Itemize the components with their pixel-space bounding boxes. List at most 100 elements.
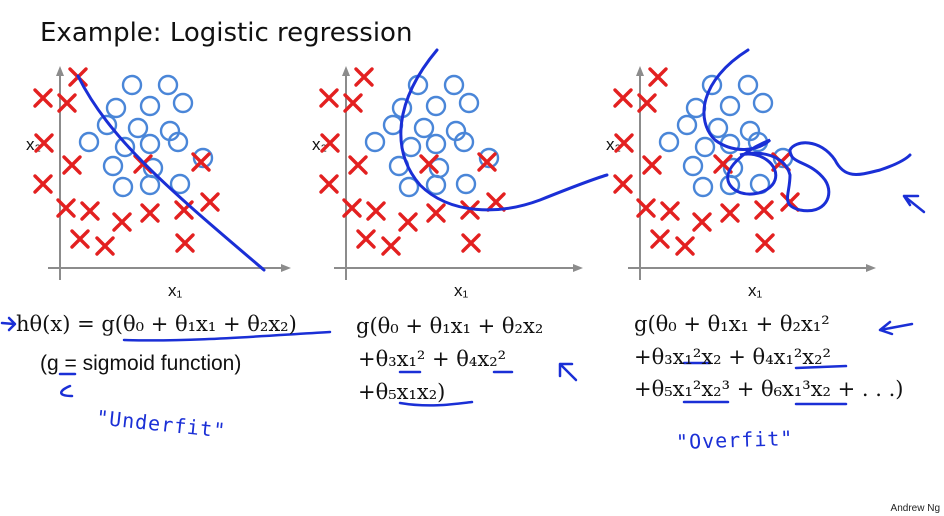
slide-title: Example: Logistic regression	[40, 18, 413, 48]
panel-1-circle-12	[167, 131, 189, 153]
panel-1-cross-10	[80, 201, 100, 221]
hypothesis-3-line-1: g(θ₀ + θ₁x₁ + θ₂x₁²	[634, 312, 830, 336]
panel-2-circle-4	[425, 95, 447, 117]
panel-1-circle-7	[127, 117, 149, 139]
panel-1-circle-17	[139, 174, 161, 196]
panel-3-circle-1	[701, 74, 723, 96]
panel-2-cross-3	[343, 93, 363, 113]
hypothesis-3-line-2: +θ₃x₁²x₂ + θ₄x₁²x₂²	[634, 345, 831, 369]
panel-1-cross-11	[112, 212, 132, 232]
panel-1-circle-2	[157, 74, 179, 96]
panel-1-cross-16	[95, 236, 115, 256]
panel-3-circle-2	[737, 74, 759, 96]
hook-mark	[60, 384, 74, 398]
panel-1-circle-16	[112, 176, 134, 198]
panel-3-decision-boundary	[702, 48, 912, 213]
panel-1-decision-boundary	[76, 74, 266, 272]
panel-3-cross-12	[720, 203, 740, 223]
panel-1-cross-4	[34, 133, 54, 153]
panel-1-circle-4	[139, 95, 161, 117]
panel-2-circle-16	[398, 176, 420, 198]
panel-1-circle-11	[139, 133, 161, 155]
hypothesis-2-line-2: +θ₃x₁² + θ₄x₂²	[358, 347, 507, 371]
panel-3-cross-8	[613, 174, 633, 194]
panel-2-circle-17	[425, 174, 447, 196]
panel-1-circle-15	[192, 147, 214, 169]
arrow-overfit-boundary	[902, 194, 926, 214]
panel-3-x-arrowhead	[866, 264, 876, 272]
panel-2-cross-5	[348, 155, 368, 175]
panel-2-circle-2	[443, 74, 465, 96]
panel-2-xlabel: x₁	[454, 281, 469, 300]
panel-3-cross-11	[692, 212, 712, 232]
panel-2-cross-2	[319, 88, 339, 108]
overfit-annotation: "Overfit"	[675, 425, 794, 455]
panel-2-circle-9	[364, 131, 386, 153]
panel-1-x-arrowhead	[281, 264, 291, 272]
panel-2-cross-7	[477, 152, 497, 172]
panel-2-cross-1	[354, 67, 374, 87]
panel-3-cross-2	[613, 88, 633, 108]
arrow-hypothesis-3	[878, 320, 914, 336]
panel-2-circle-12	[453, 131, 475, 153]
hypothesis-1: hθ(x) = g(θ₀ + θ₁x₁ + θ₂x₂)	[16, 312, 297, 336]
panel-2-circle-15	[478, 147, 500, 169]
panel-3-cross-1	[648, 67, 668, 87]
panel-3-cross-16	[675, 236, 695, 256]
panel-1-cross-14	[200, 192, 220, 212]
panel-1-cross-3	[57, 93, 77, 113]
panel-1-circle-3	[105, 97, 127, 119]
underline-x1x2	[398, 400, 474, 407]
panel-1-circle-13	[102, 155, 124, 177]
panel-3-circle-16	[692, 176, 714, 198]
panel-1-circle-5	[172, 92, 194, 114]
panel-3-circle-6	[676, 114, 698, 136]
panel-2-cross-11	[398, 212, 418, 232]
panel-2-circle-6	[382, 114, 404, 136]
panel-3-cross-15	[650, 229, 670, 249]
panel-3-cross-5	[642, 155, 662, 175]
panel-2-y-arrowhead	[342, 66, 350, 76]
panel-2-cross-14	[486, 192, 506, 212]
panel-3-cross-3	[637, 93, 657, 113]
panel-3-circle-17	[719, 174, 741, 196]
panel-2-cross-6	[419, 154, 439, 174]
arrow-hypothesis-2	[558, 362, 578, 382]
panel-1-cross-2	[33, 88, 53, 108]
hypothesis-2-line-1: g(θ₀ + θ₁x₁ + θ₂x₂	[356, 314, 544, 338]
panel-3-cross-4	[614, 133, 634, 153]
hypothesis-2-line-3: +θ₅x₁x₂)	[358, 380, 446, 404]
panel-2-x-arrowhead	[573, 264, 583, 272]
panel-3-circle-5	[752, 92, 774, 114]
panel-2-cross-8	[319, 174, 339, 194]
panel-3-cross-13	[754, 200, 774, 220]
panel-2-circle-18	[455, 173, 477, 195]
panel-3-circle-13	[682, 155, 704, 177]
panel-1-circle-18	[169, 173, 191, 195]
panel-1-xlabel: x₁	[168, 281, 183, 300]
hypothesis-3-line-3: +θ₅x₁²x₂³ + θ₆x₁³x₂ + . . .)	[634, 377, 904, 401]
panel-1-circle-6	[96, 114, 118, 136]
panel-1-cross-8	[33, 174, 53, 194]
panel-2-cross-17	[461, 233, 481, 253]
panel-2-cross-4	[320, 133, 340, 153]
panel-2-cross-12	[426, 203, 446, 223]
panel-1-cross-5	[62, 155, 82, 175]
panel-2-circle-11	[425, 133, 447, 155]
panel-3-cross-10	[660, 201, 680, 221]
panel-3-circle-4	[719, 95, 741, 117]
panel-3-circle-9	[658, 131, 680, 153]
panel-2-decision-boundary	[399, 48, 609, 212]
panel-1-circle-9	[78, 131, 100, 153]
underline-hypothesis-1	[122, 330, 332, 342]
panel-3-circle-10	[694, 136, 716, 158]
footer-author: Andrew Ng	[890, 503, 940, 514]
panel-2-cross-10	[366, 201, 386, 221]
panel-2-cross-16	[381, 236, 401, 256]
panel-1-cross-9	[56, 198, 76, 218]
panel-1-cross-7	[191, 152, 211, 172]
panel-3-cross-9	[636, 198, 656, 218]
panel-3-cross-17	[755, 233, 775, 253]
underline-x1sq-x2sq	[794, 364, 848, 370]
